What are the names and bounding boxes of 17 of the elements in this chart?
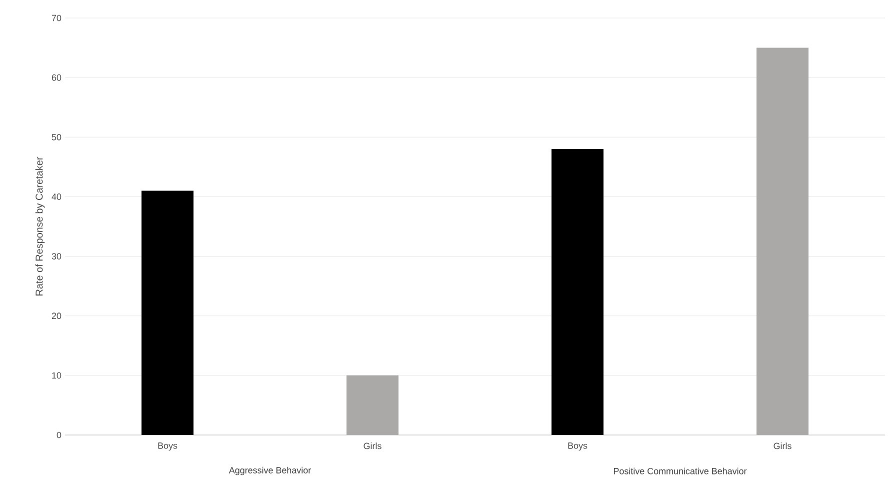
y-tick-label: 20	[52, 312, 62, 319]
y-tick-label: 30	[52, 252, 62, 260]
bar	[552, 148, 604, 435]
x-tick-label: Girls	[364, 442, 382, 449]
y-axis-title: Rate of Response by Caretaker	[35, 156, 45, 296]
y-tick-label: 70	[52, 14, 62, 21]
y-tick-label: 50	[52, 134, 62, 140]
y-tick-label: 10	[52, 372, 62, 378]
y-tick-label: 0	[56, 432, 62, 438]
bar	[142, 190, 194, 435]
x-tick-label: Girls	[774, 442, 792, 449]
y-tick-label: 40	[52, 193, 62, 200]
x-tick-label: Boys	[158, 442, 178, 450]
y-tick-label: 60	[52, 74, 62, 80]
x-tick-label: Boys	[568, 442, 588, 450]
text: Aggressive Behavior	[228, 466, 311, 475]
text: Positive Communicative Behavior	[614, 467, 747, 474]
